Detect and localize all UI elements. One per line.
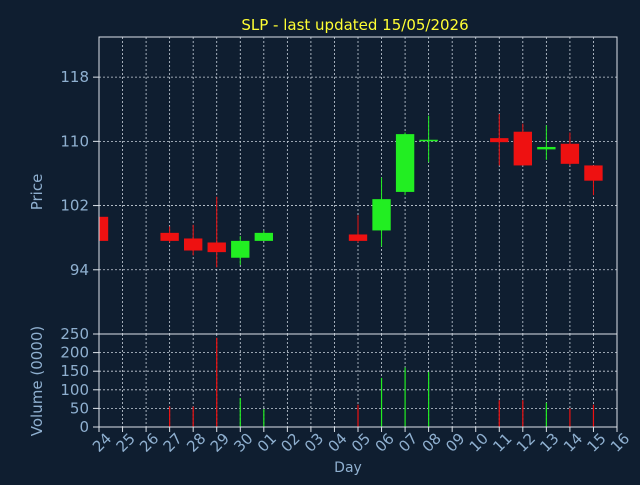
x-tick-label: 09 — [442, 430, 468, 456]
volume-tick-label: 250 — [60, 325, 89, 343]
candle-body — [348, 234, 368, 241]
candle-body — [560, 143, 580, 164]
candle-body — [160, 232, 179, 241]
x-tick-label: 01 — [254, 430, 280, 456]
candle-body — [99, 216, 109, 241]
candle-body — [537, 146, 556, 150]
volume-tick-label: 50 — [70, 399, 89, 417]
x-tick-label: 28 — [183, 430, 209, 456]
candle-body — [419, 139, 438, 142]
candle-body — [513, 131, 533, 166]
volume-bars — [169, 337, 595, 427]
x-tick-label: 08 — [419, 430, 445, 456]
candle-body — [231, 240, 250, 258]
volume-tick-label: 200 — [60, 344, 89, 362]
candlestick-series — [98, 114, 603, 268]
x-tick-label: 27 — [160, 430, 186, 456]
x-tick-label: 06 — [372, 430, 398, 456]
volume-tick-label: 150 — [60, 362, 89, 380]
x-tick-label: 02 — [277, 430, 303, 456]
volume-axis-label: Volume (0000) — [28, 326, 46, 436]
candle-body — [584, 165, 603, 181]
x-tick-label: 10 — [466, 430, 492, 456]
candle-body — [395, 134, 415, 192]
price-tick-label: 102 — [60, 197, 89, 215]
candle-body — [183, 238, 203, 251]
x-tick-label: 30 — [230, 430, 256, 456]
x-tick-label: 04 — [324, 430, 350, 456]
x-tick-label: 13 — [536, 430, 562, 456]
candle-body — [207, 242, 226, 253]
x-tick-label: 24 — [89, 430, 115, 456]
x-tick-label: 15 — [583, 430, 609, 456]
candle-body — [254, 232, 274, 241]
price-gridlines — [99, 37, 617, 334]
price-tick-label: 94 — [70, 261, 89, 279]
x-tick-label: 29 — [207, 430, 233, 456]
x-tick-label: 25 — [113, 430, 139, 456]
price-tick-label: 110 — [60, 132, 89, 150]
x-tick-label: 16 — [607, 430, 633, 456]
x-tick-label: 12 — [513, 430, 539, 456]
chart-title: SLP - last updated 15/05/2026 — [241, 16, 468, 34]
volume-tick-label: 0 — [79, 418, 89, 436]
candle-body — [490, 138, 509, 143]
x-tick-label: 03 — [301, 430, 327, 456]
x-axis-label: Day — [334, 460, 362, 476]
x-tick-label: 07 — [395, 430, 421, 456]
price-tick-label: 118 — [60, 68, 89, 86]
x-tick-label: 14 — [560, 430, 586, 456]
candle-body — [372, 199, 391, 231]
x-tick-label: 05 — [348, 430, 374, 456]
price-axis-label: Price — [28, 174, 46, 211]
x-tick-label: 11 — [489, 430, 515, 456]
volume-tick-label: 100 — [60, 381, 89, 399]
x-tick-label: 26 — [136, 430, 162, 456]
